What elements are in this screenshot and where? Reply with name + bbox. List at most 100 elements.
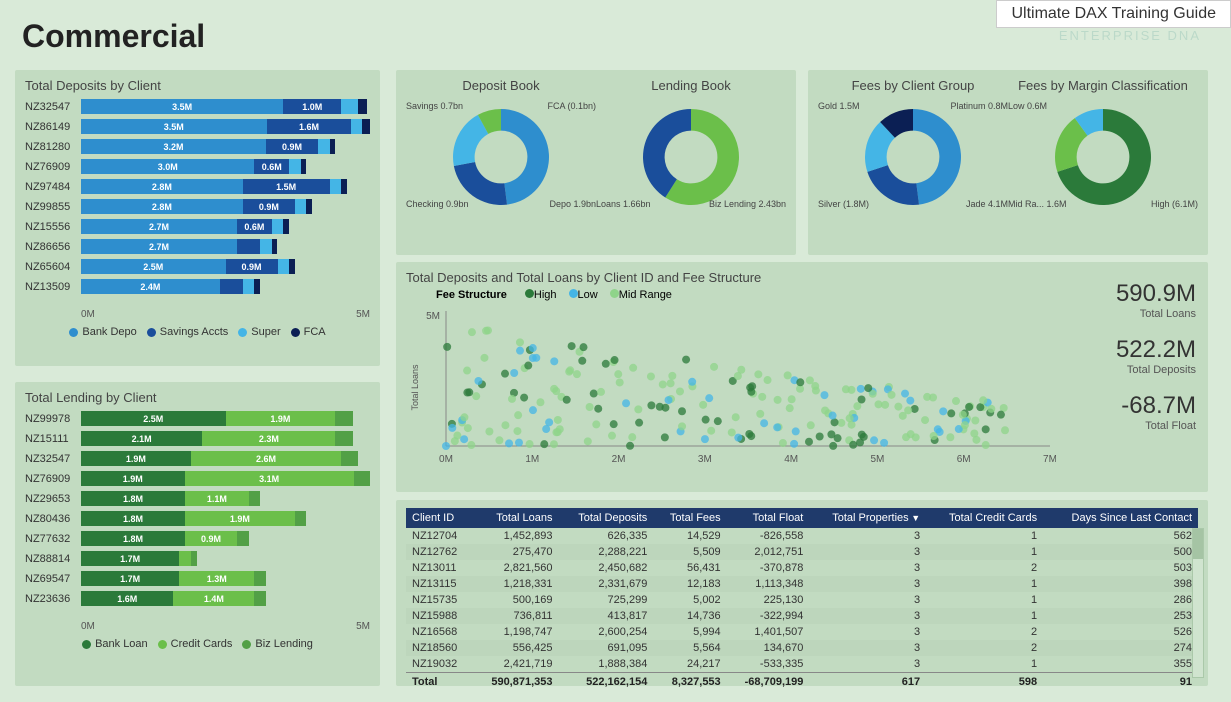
bar-segment[interactable] bbox=[358, 99, 367, 114]
scatter-point[interactable] bbox=[566, 366, 574, 374]
bar-segment[interactable] bbox=[260, 239, 272, 254]
column-header[interactable]: Total Fees bbox=[653, 508, 726, 528]
scatter-point[interactable] bbox=[842, 385, 850, 393]
scatter-point[interactable] bbox=[451, 437, 459, 445]
scatter-point[interactable] bbox=[540, 440, 548, 448]
scatter-point[interactable] bbox=[982, 425, 990, 433]
bar-row[interactable]: NZ999782.5M1.9M bbox=[25, 409, 370, 428]
table-body[interactable]: NZ127041,452,893626,33514,529-826,558315… bbox=[406, 528, 1198, 673]
bar-segment[interactable] bbox=[295, 199, 307, 214]
bar-segment[interactable]: 1.6M bbox=[81, 591, 173, 606]
legend-item[interactable]: Biz Lending bbox=[242, 638, 313, 650]
bar-row[interactable]: NZ998552.8M0.9M bbox=[25, 197, 370, 216]
bar-segment[interactable] bbox=[330, 139, 336, 154]
table-row[interactable]: NZ12762275,4702,288,2215,5092,012,751315… bbox=[406, 544, 1198, 560]
bar-segment[interactable] bbox=[341, 99, 358, 114]
scatter-point[interactable] bbox=[939, 407, 947, 415]
scatter-point[interactable] bbox=[463, 367, 471, 375]
bar-segment[interactable]: 0.9M bbox=[185, 531, 237, 546]
clients-table[interactable]: Client IDTotal LoansTotal DepositsTotal … bbox=[406, 508, 1198, 691]
scatter-point[interactable] bbox=[707, 427, 715, 435]
scatter-point[interactable] bbox=[568, 342, 576, 350]
scatter-point[interactable] bbox=[831, 418, 839, 426]
column-header[interactable]: Client ID bbox=[406, 508, 473, 528]
scatter-point[interactable] bbox=[584, 437, 592, 445]
bar-segment[interactable] bbox=[335, 411, 352, 426]
table-scrollbar[interactable] bbox=[1192, 528, 1204, 678]
scatter-point[interactable] bbox=[682, 356, 690, 364]
scatter-point[interactable] bbox=[888, 391, 896, 399]
scatter-point[interactable] bbox=[495, 436, 503, 444]
bar-segment[interactable] bbox=[254, 571, 266, 586]
scatter-point[interactable] bbox=[508, 395, 516, 403]
scatter-point[interactable] bbox=[610, 420, 618, 428]
scatter-point[interactable] bbox=[678, 422, 686, 430]
legend-item[interactable]: Super bbox=[238, 326, 280, 338]
scatter-point[interactable] bbox=[563, 396, 571, 404]
scatter-point[interactable] bbox=[520, 394, 528, 402]
scatter-point[interactable] bbox=[514, 411, 522, 419]
bar-segment[interactable]: 3.5M bbox=[81, 119, 267, 134]
donut-slice[interactable] bbox=[867, 165, 919, 205]
scatter-point[interactable] bbox=[773, 423, 781, 431]
scatter-point[interactable] bbox=[629, 364, 637, 372]
scatter-point[interactable] bbox=[997, 411, 1005, 419]
bar-row[interactable]: NZ325473.5M1.0M bbox=[25, 97, 370, 116]
column-header[interactable]: Total Loans bbox=[473, 508, 559, 528]
donut-slice[interactable] bbox=[913, 109, 961, 205]
bar-row[interactable]: NZ236361.6M1.4M bbox=[25, 589, 370, 608]
scatter-point[interactable] bbox=[901, 390, 909, 398]
scrollbar-thumb[interactable] bbox=[1193, 529, 1203, 559]
scatter-point[interactable] bbox=[779, 439, 787, 447]
bar-segment[interactable]: 2.4M bbox=[81, 279, 220, 294]
scatter-point[interactable] bbox=[628, 433, 636, 441]
bar-segment[interactable]: 2.1M bbox=[81, 431, 202, 446]
scatter-point[interactable] bbox=[758, 393, 766, 401]
scatter-point[interactable] bbox=[786, 404, 794, 412]
bar-segment[interactable]: 3.1M bbox=[185, 471, 354, 486]
bar-row[interactable]: NZ812803.2M0.9M bbox=[25, 137, 370, 156]
scatter-point[interactable] bbox=[501, 421, 509, 429]
bar-row[interactable]: NZ861493.5M1.6M bbox=[25, 117, 370, 136]
scatter-point[interactable] bbox=[626, 442, 634, 450]
scatter-point[interactable] bbox=[849, 441, 857, 449]
bar-row[interactable]: NZ866562.7M bbox=[25, 237, 370, 256]
scatter-point[interactable] bbox=[634, 405, 642, 413]
scatter-point[interactable] bbox=[510, 369, 518, 377]
scatter-point[interactable] bbox=[748, 382, 756, 390]
scatter-point[interactable] bbox=[820, 391, 828, 399]
scatter-point[interactable] bbox=[947, 409, 955, 417]
scatter-point[interactable] bbox=[460, 435, 468, 443]
scatter-point[interactable] bbox=[764, 376, 772, 384]
legend-item[interactable]: Bank Loan bbox=[82, 638, 148, 650]
scatter-point[interactable] bbox=[647, 401, 655, 409]
scatter-point[interactable] bbox=[668, 372, 676, 380]
scatter-point[interactable] bbox=[529, 406, 537, 414]
bar-segment[interactable]: 2.3M bbox=[202, 431, 335, 446]
scatter-point[interactable] bbox=[829, 442, 837, 450]
scatter-point[interactable] bbox=[827, 430, 835, 438]
scatter-point[interactable] bbox=[929, 394, 937, 402]
scatter-point[interactable] bbox=[485, 428, 493, 436]
scatter-point[interactable] bbox=[550, 385, 558, 393]
scatter-point[interactable] bbox=[829, 412, 837, 420]
scatter-point[interactable] bbox=[667, 379, 675, 387]
bar-segment[interactable]: 3.5M bbox=[81, 99, 283, 114]
bar-segment[interactable]: 1.6M bbox=[267, 119, 352, 134]
bar-segment[interactable]: 1.4M bbox=[173, 591, 254, 606]
bar-segment[interactable]: 1.7M bbox=[81, 571, 179, 586]
donut-slice[interactable] bbox=[501, 109, 549, 205]
bar-segment[interactable]: 0.6M bbox=[254, 159, 289, 174]
bar-segment[interactable]: 1.9M bbox=[226, 411, 336, 426]
scatter-point[interactable] bbox=[554, 416, 562, 424]
bar-segment[interactable]: 1.9M bbox=[185, 511, 295, 526]
scatter-point[interactable] bbox=[934, 425, 942, 433]
bar-segment[interactable]: 1.0M bbox=[283, 99, 341, 114]
scatter-point[interactable] bbox=[578, 357, 586, 365]
scatter-point[interactable] bbox=[611, 356, 619, 364]
bar-segment[interactable]: 1.8M bbox=[81, 531, 185, 546]
bar-segment[interactable] bbox=[179, 551, 191, 566]
scatter-point[interactable] bbox=[906, 397, 914, 405]
scatter-point[interactable] bbox=[870, 436, 878, 444]
scatter-point[interactable] bbox=[647, 372, 655, 380]
